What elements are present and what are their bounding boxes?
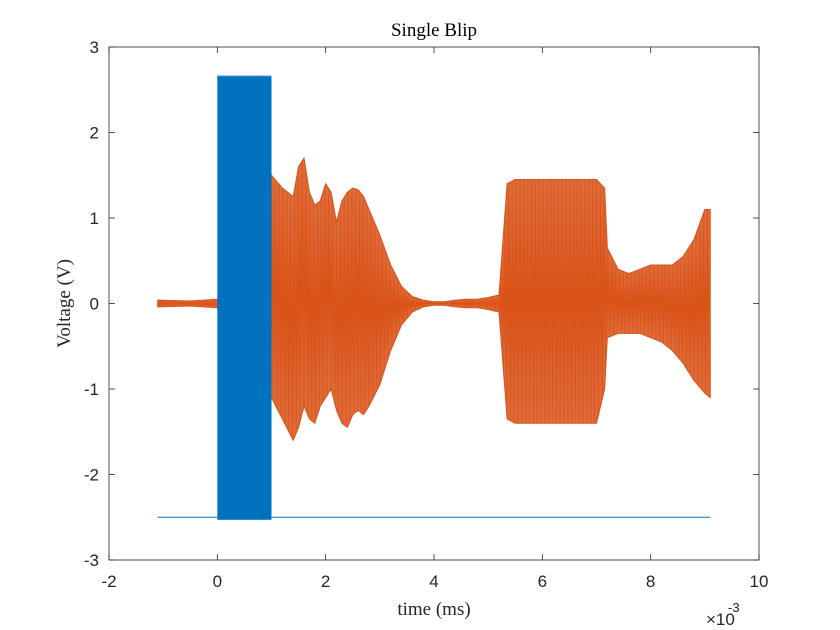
y-tick-label: -2 xyxy=(84,466,99,485)
x-tick-label: -2 xyxy=(101,572,116,591)
chart-title: Single Blip xyxy=(391,20,477,41)
x-axis-multiplier: ×10 -3 xyxy=(706,600,740,629)
y-axis-label: Voltage (V) xyxy=(54,259,75,348)
x-tick-label: 0 xyxy=(213,572,222,591)
series-1-segment xyxy=(217,76,272,520)
y-tick-label: -1 xyxy=(84,380,99,399)
x-tick-label: 2 xyxy=(321,572,330,591)
x-tick-label: 8 xyxy=(646,572,655,591)
x-multiplier-exponent: -3 xyxy=(728,600,740,615)
x-axis-label: time (ms) xyxy=(397,599,470,620)
x-tick-label: 4 xyxy=(429,572,438,591)
y-tick-label: 3 xyxy=(90,38,99,57)
y-tick-label: 1 xyxy=(90,209,99,228)
y-tick-label: -3 xyxy=(84,551,99,570)
x-multiplier-base: ×10 xyxy=(706,610,735,629)
x-tick-label: 6 xyxy=(538,572,547,591)
y-tick-label: 2 xyxy=(90,124,99,143)
y-tick-label: 0 xyxy=(90,295,99,314)
series-layer xyxy=(157,75,711,520)
x-tick-label: 10 xyxy=(750,572,769,591)
